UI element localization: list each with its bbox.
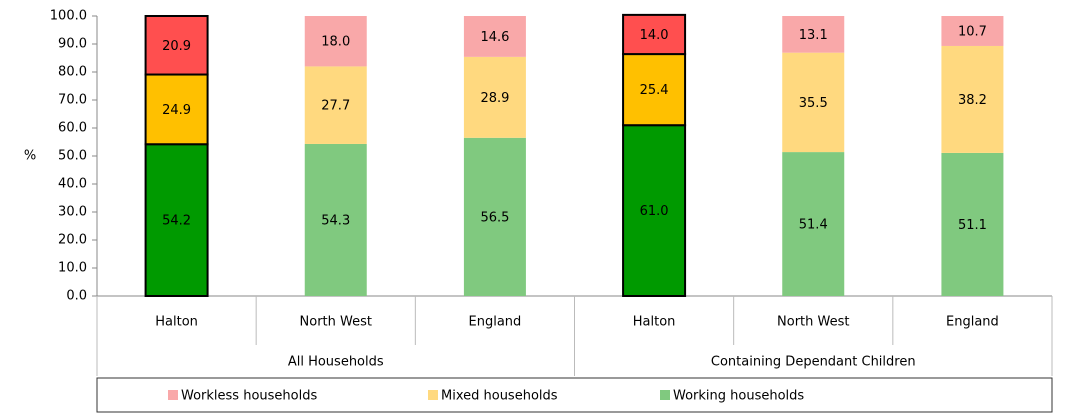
bar-segment	[144, 73, 209, 146]
legend-box	[96, 377, 1053, 413]
x-tick-label: North West	[777, 315, 849, 330]
y-tick-label: 30.0	[58, 205, 87, 220]
group-label: All Households	[288, 355, 384, 370]
bar-segment	[144, 143, 209, 297]
data-label: 25.4	[640, 83, 669, 98]
bar-segment	[304, 66, 367, 144]
y-tick-label: 20.0	[58, 233, 87, 248]
bar-segment	[622, 13, 687, 56]
data-label: 38.2	[958, 93, 987, 108]
x-tick-label: England	[469, 315, 522, 330]
x-tick-label: Halton	[155, 315, 198, 330]
legend-swatch	[168, 390, 178, 400]
bar-segment	[463, 16, 526, 57]
data-label: 18.0	[321, 35, 350, 50]
data-label: 13.1	[799, 28, 828, 43]
y-tick-label: 0.0	[66, 289, 87, 304]
legend-swatch	[428, 390, 438, 400]
bar-segment	[782, 52, 845, 153]
legend-label: Workless households	[181, 389, 317, 404]
data-label: 14.0	[640, 28, 669, 43]
x-tick-label: North West	[300, 315, 372, 330]
data-label: 51.1	[958, 218, 987, 233]
bar-segment	[941, 152, 1004, 296]
legend-label: Mixed households	[441, 389, 558, 404]
bar-segment	[622, 53, 687, 127]
data-label: 54.3	[321, 213, 350, 228]
bar-segment	[463, 56, 526, 138]
y-tick-label: 70.0	[58, 93, 87, 108]
data-label: 27.7	[321, 99, 350, 114]
bar-segment	[941, 16, 1004, 46]
bar-segment	[622, 124, 687, 297]
bar-segment	[463, 137, 526, 296]
data-label: 56.5	[480, 210, 509, 225]
bar-segment	[304, 16, 367, 67]
data-label: 61.0	[640, 204, 669, 219]
y-tick-label: 50.0	[58, 149, 87, 164]
data-label: 10.7	[958, 24, 987, 39]
x-tick-label: England	[946, 315, 999, 330]
group-label: Containing Dependant Children	[711, 355, 916, 370]
data-label: 54.2	[162, 214, 191, 229]
y-tick-label: 40.0	[58, 177, 87, 192]
y-tick-label: 60.0	[58, 121, 87, 136]
x-tick-label: Halton	[633, 315, 676, 330]
data-label: 35.5	[799, 96, 828, 111]
data-label: 51.4	[799, 218, 828, 233]
y-tick-label: 100.0	[50, 9, 87, 24]
y-tick-label: 10.0	[58, 261, 87, 276]
bar-segment	[144, 15, 209, 76]
y-tick-label: 90.0	[58, 37, 87, 52]
data-label: 14.6	[480, 30, 509, 45]
y-tick-label: 80.0	[58, 65, 87, 80]
bar-segment	[941, 45, 1004, 153]
data-label: 28.9	[480, 91, 509, 106]
bar-segment	[304, 143, 367, 296]
bar-segment	[782, 152, 845, 296]
bar-segment	[782, 16, 845, 53]
data-label: 24.9	[162, 103, 191, 118]
legend-label: Working households	[673, 389, 804, 404]
y-axis-label: %	[24, 149, 36, 164]
legend-swatch	[660, 390, 670, 400]
data-label: 20.9	[162, 39, 191, 54]
